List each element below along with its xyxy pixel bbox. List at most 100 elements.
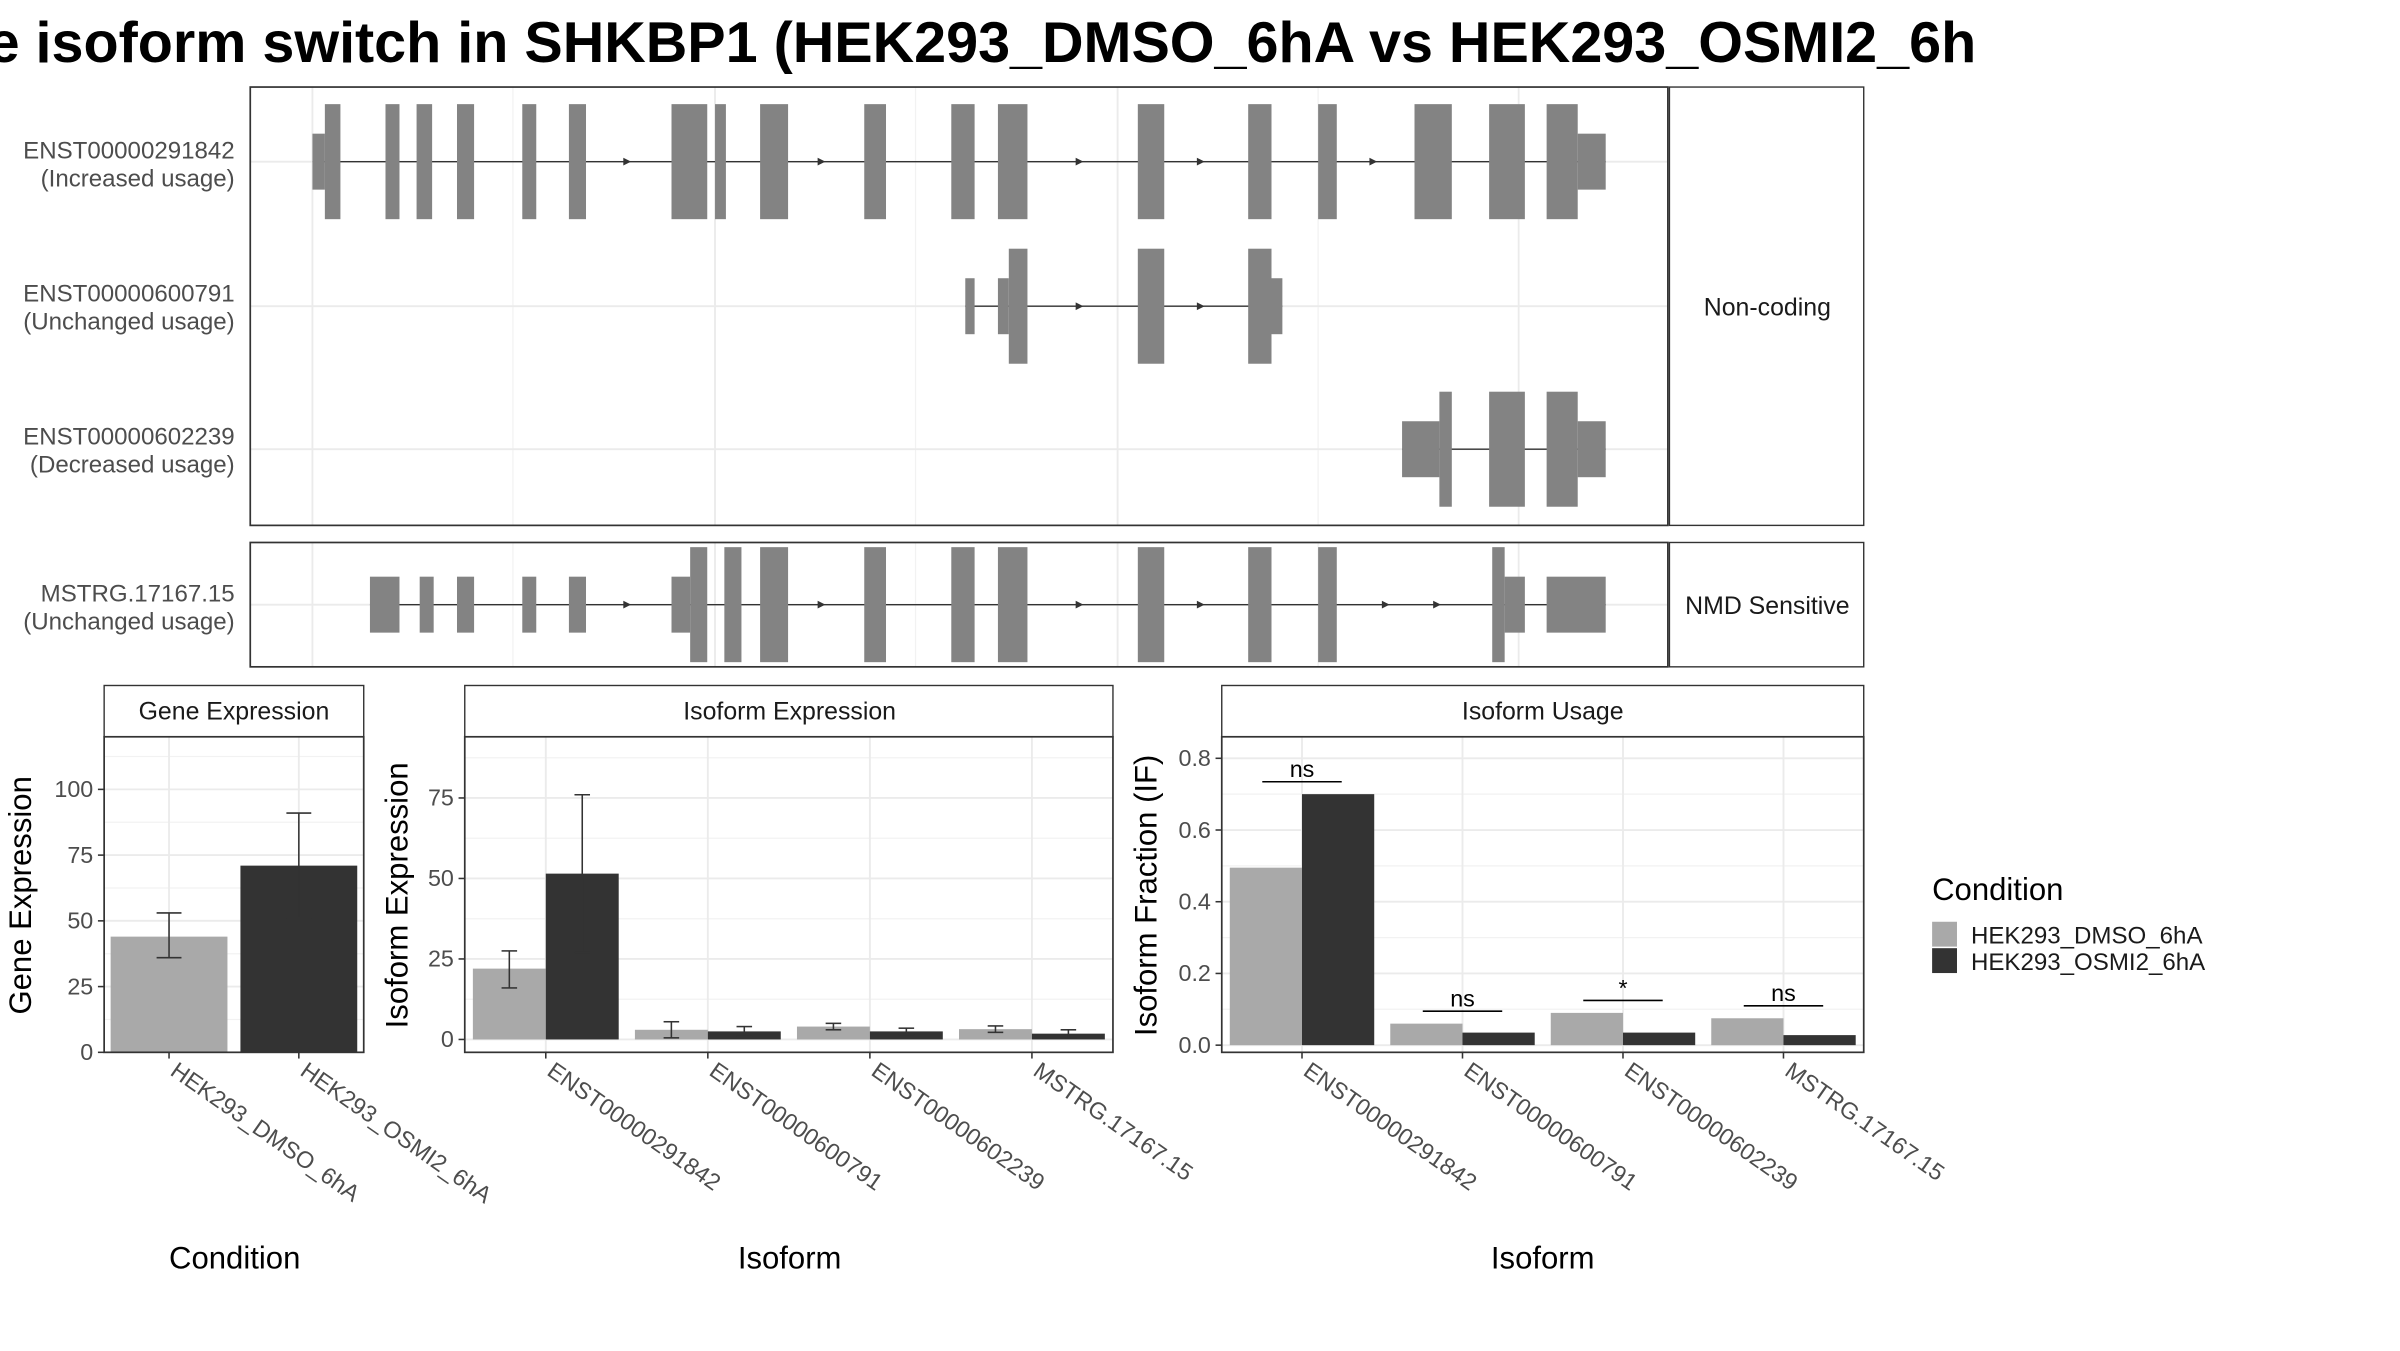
gene-expression-bars <box>110 812 358 1053</box>
isoform-label-3: ENST00000602239 <box>23 424 235 451</box>
coding-exon <box>997 104 1028 220</box>
noncoding-exon <box>568 576 587 633</box>
y-tick-label: 0.0 <box>1178 1032 1210 1058</box>
isoform-expression-strip <box>464 684 1114 738</box>
y-tick-label: 75 <box>428 785 454 811</box>
coding-exon <box>1489 391 1525 507</box>
coding-exon <box>1439 391 1452 507</box>
coding-exon <box>1137 248 1165 364</box>
bar-mstrg-17167-15-dmso <box>959 1029 1032 1040</box>
coding-exon <box>715 104 726 220</box>
noncoding-exon <box>671 576 691 633</box>
noncoding-exon <box>1577 421 1606 478</box>
bar-enst00000602239-dmso <box>1550 1012 1623 1046</box>
transcript-track-3 <box>1402 391 1606 507</box>
strand-arrow-icon <box>623 600 632 609</box>
coding-exon <box>760 547 789 663</box>
structure-panel-noncoding-border <box>249 86 1669 527</box>
gene-expression-panel-title: Gene Expression <box>139 698 330 726</box>
coding-exon <box>1318 104 1337 220</box>
isoform-label-4: MSTRG.17167.15 <box>41 581 235 608</box>
isoform-usage-3: (Decreased usage) <box>30 452 235 479</box>
isoform-usage-panel: Isoform Usage ns ns * ns 0.0 0.2 0.4 0.6 0.8 ENS… <box>1128 684 1949 1275</box>
coding-exon <box>568 104 587 220</box>
y-tick-label: 100 <box>54 776 93 802</box>
noncoding-exon <box>312 133 325 190</box>
y-tick-label: 25 <box>67 973 93 999</box>
gene-expression-strip <box>103 684 365 738</box>
coding-exon <box>1248 248 1272 364</box>
strand-arrow-icon <box>1369 157 1378 166</box>
coding-exon <box>671 104 708 220</box>
legend-swatch-osmi2 <box>1932 948 1957 974</box>
coding-exon <box>760 104 789 220</box>
coding-exon <box>416 104 433 220</box>
strand-arrow-icon <box>1075 600 1084 609</box>
isoform-usage-border <box>1220 735 1865 1054</box>
main-title: e isoform switch in SHKBP1 (HEK293_DMSO_… <box>0 11 1976 75</box>
x-tick-label: ENST00000602239 <box>867 1057 1050 1196</box>
isoform-usage-4: (Unchanged usage) <box>23 609 235 636</box>
coding-exon <box>1008 248 1028 364</box>
significance-label: ns <box>1450 986 1475 1012</box>
strand-arrow-icon <box>1075 157 1084 166</box>
transcript-structure-plot: Non-coding NMD Sensitive ENST00000291842… <box>23 86 1865 668</box>
isoform-usage-xlabel: Isoform <box>1491 1240 1595 1275</box>
coding-exon <box>456 104 475 220</box>
y-tick-label: 50 <box>67 908 93 934</box>
coding-exon <box>1248 104 1272 220</box>
isoform-expression-bars <box>472 793 1105 1040</box>
coding-exon <box>951 104 975 220</box>
x-tick-label: ENST00000291842 <box>1299 1057 1482 1196</box>
transcript-track-2 <box>965 248 1283 364</box>
y-tick-label: 75 <box>67 842 93 868</box>
isoform-expression-xlabel: Isoform <box>738 1240 842 1275</box>
strand-arrow-icon <box>1196 302 1205 311</box>
legend-label-dmso: HEK293_DMSO_6hA <box>1971 923 2203 950</box>
coding-exon <box>1489 104 1525 220</box>
strand-arrow-icon <box>1075 302 1084 311</box>
bar-enst00000291842-dmso <box>1229 867 1303 1046</box>
x-tick-label: ENST00000602239 <box>1620 1057 1803 1196</box>
isoform-usage-strip <box>1221 684 1865 738</box>
significance-label: ns <box>1290 756 1315 782</box>
coding-exon <box>324 104 341 220</box>
coding-exon <box>522 104 537 220</box>
isoform-usage-panel-title: Isoform Usage <box>1462 698 1624 726</box>
bar-mstrg-17167-15-dmso <box>1711 1018 1784 1046</box>
coding-exon <box>864 547 887 663</box>
transcript-tracks <box>312 104 1606 663</box>
bar-enst00000600791-osmi2 <box>1462 1032 1535 1046</box>
isoform-label-2: ENST00000600791 <box>23 281 235 308</box>
bar-enst00000602239-osmi2 <box>1622 1032 1696 1046</box>
transcript-track-4 <box>369 547 1606 663</box>
noncoding-exon <box>997 278 1009 335</box>
bar-enst00000602239-osmi2 <box>869 1031 943 1040</box>
isoform-expression-ylabel: Isoform Expression <box>379 762 414 1028</box>
significance-label: * <box>1618 975 1627 1001</box>
noncoding-exon <box>965 278 975 335</box>
coding-exon <box>1137 547 1165 663</box>
bar-enst00000600791-dmso <box>1390 1023 1463 1046</box>
strand-arrow-icon <box>817 600 826 609</box>
coding-exon <box>951 547 975 663</box>
y-tick-label: 25 <box>428 946 454 972</box>
noncoding-exon <box>419 576 434 633</box>
legend-label-osmi2: HEK293_OSMI2_6hA <box>1971 949 2206 976</box>
coding-exon <box>1492 547 1505 663</box>
isoform-usage-ylabel: Isoform Fraction (IF) <box>1128 755 1163 1036</box>
noncoding-exon <box>1402 421 1440 478</box>
facet-strip-nmd <box>1668 541 1865 668</box>
noncoding-exon <box>1504 576 1525 633</box>
isoform-expression-panel: Isoform Expression 0 25 50 75 ENST0000029184… <box>379 684 1198 1275</box>
coding-exon <box>1546 104 1578 220</box>
legend: Condition HEK293_DMSO_6hA HEK293_OSMI2_6… <box>1932 872 2206 976</box>
coding-exon <box>864 104 887 220</box>
strand-arrow-icon <box>623 157 632 166</box>
y-tick-label: 0 <box>441 1026 454 1052</box>
noncoding-exon <box>522 576 537 633</box>
transcript-track-1 <box>312 104 1606 220</box>
x-tick-label: MSTRG.17167.15 <box>1029 1057 1198 1186</box>
isoform-label-1: ENST00000291842 <box>23 138 235 165</box>
